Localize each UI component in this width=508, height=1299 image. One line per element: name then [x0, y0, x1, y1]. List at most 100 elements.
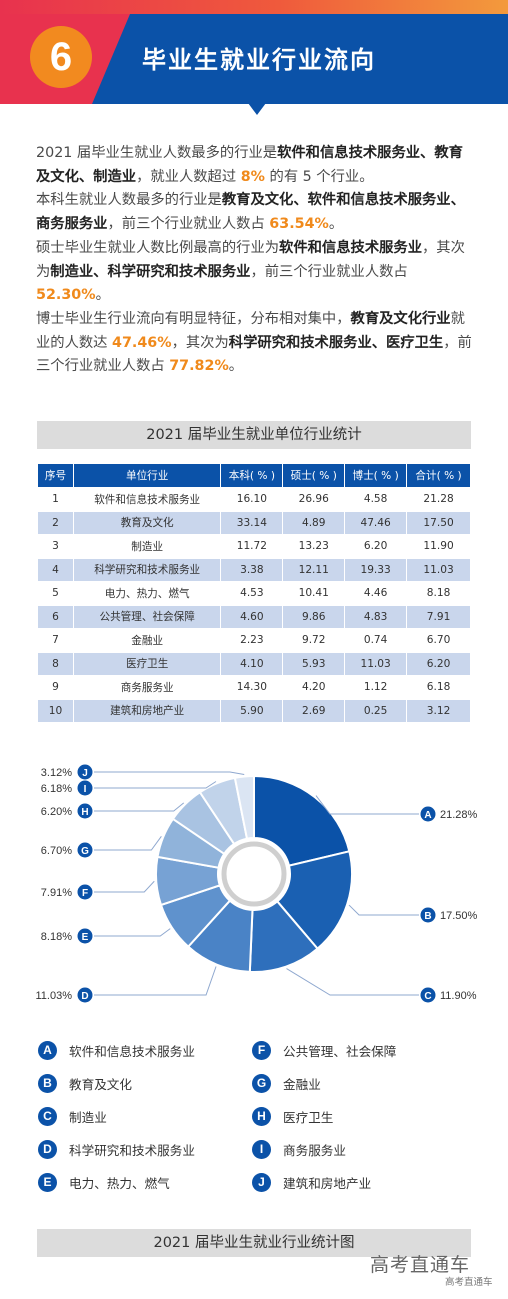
label-badge-d [77, 987, 93, 1003]
section-banner: 6 毕业生就业行业流向 [0, 0, 508, 104]
row-doctor: 0.74 [344, 628, 408, 653]
row-master: 10.41 [282, 581, 346, 606]
row-doctor: 4.83 [344, 604, 408, 629]
row-master: 26.96 [282, 487, 346, 512]
legend-item-c: C 制造业 [38, 1106, 107, 1126]
row-bachelor: 5.90 [220, 698, 284, 723]
legend-item-d: D 科学研究和技术服务业 [38, 1139, 195, 1159]
row-master: 4.20 [282, 675, 346, 700]
legend-item-e: E 电力、热力、燃气 [38, 1172, 170, 1192]
leader-line-b [348, 904, 419, 916]
legend-item-a: A 软件和信息技术服务业 [38, 1040, 195, 1060]
legend-label: 科学研究和技术服务业 [69, 1142, 195, 1158]
row-master: 12.11 [282, 557, 346, 582]
col-header-doctor: 博士( % ) [344, 463, 408, 488]
label-badge-j [77, 764, 93, 780]
row-index: 2 [37, 510, 74, 535]
slice-value-label-f: 7.91% [41, 887, 72, 899]
label-badge-c [420, 987, 436, 1003]
legend-badge: D [38, 1139, 57, 1159]
slice-value-label-d: 11.03% [36, 990, 73, 1002]
legend-badge: A [38, 1040, 57, 1060]
row-bachelor: 4.10 [220, 651, 284, 676]
slice-value-label-j: 3.12% [41, 767, 72, 779]
legend-item-j: J 建筑和房地产业 [252, 1172, 371, 1192]
label-badge-f [77, 884, 93, 900]
row-industry: 制造业 [72, 534, 222, 559]
pie-slice-b [275, 850, 353, 951]
row-master: 4.89 [282, 510, 346, 535]
legend-label: 教育及文化 [69, 1076, 132, 1092]
col-header-bachelor: 本科( % ) [220, 463, 284, 488]
legend-item-i: I 商务服务业 [252, 1139, 346, 1159]
label-badge-g [77, 842, 93, 858]
row-industry: 软件和信息技术服务业 [72, 487, 222, 512]
row-bachelor: 4.60 [220, 604, 284, 629]
slice-value-label-h: 6.20% [41, 806, 72, 818]
legend-label: 软件和信息技术服务业 [69, 1043, 195, 1059]
legend-badge: C [38, 1106, 57, 1126]
col-header-master: 硕士( % ) [282, 463, 346, 488]
row-master: 2.69 [282, 698, 346, 723]
chart-caption: 2021 届毕业生就业行业统计图 [37, 1229, 471, 1257]
table-row: 1 软件和信息技术服务业 16.10 26.96 4.58 21.28 [37, 487, 471, 512]
row-bachelor: 14.30 [220, 675, 284, 700]
row-industry: 科学研究和技术服务业 [72, 557, 222, 582]
legend-label: 医疗卫生 [283, 1109, 334, 1125]
row-total: 6.18 [406, 675, 471, 700]
table-header-row: 序号 单位行业 本科( % ) 硕士( % ) 博士( % ) 合计( % ) [37, 463, 471, 488]
label-badge-b [420, 907, 436, 923]
row-master: 5.93 [282, 651, 346, 676]
intro-paragraph-3: 硕士毕业生就业人数比例最高的行业为软件和信息技术服务业，其次为制造业、科学研究和… [36, 239, 465, 304]
table-title: 2021 届毕业生就业单位行业统计 [37, 421, 471, 449]
label-badge-letter-g: G [81, 846, 89, 857]
row-total: 8.18 [406, 581, 471, 606]
legend-label: 公共管理、社会保障 [283, 1043, 397, 1059]
leader-line-f [94, 880, 155, 893]
row-bachelor: 16.10 [220, 487, 284, 512]
col-header-index: 序号 [37, 463, 74, 488]
col-header-total: 合计( % ) [406, 463, 471, 488]
row-total: 6.20 [406, 651, 471, 676]
legend-label: 制造业 [69, 1109, 107, 1125]
row-industry: 教育及文化 [72, 510, 222, 535]
legend-badge: H [252, 1106, 271, 1126]
row-total: 17.50 [406, 510, 471, 535]
slice-value-label-i: 6.18% [41, 783, 72, 795]
row-doctor: 6.20 [344, 534, 408, 559]
row-industry: 电力、热力、燃气 [72, 581, 222, 606]
row-index: 8 [37, 651, 74, 676]
industry-stats-table: 序号 单位行业 本科( % ) 硕士( % ) 博士( % ) 合计( % ) … [37, 463, 471, 723]
banner-notch [248, 103, 266, 115]
row-doctor: 4.46 [344, 581, 408, 606]
slice-value-label-e: 8.18% [41, 931, 72, 943]
table-row: 3 制造业 11.72 13.23 6.20 11.90 [37, 534, 471, 559]
row-bachelor: 33.14 [220, 510, 284, 535]
label-badge-a [420, 806, 436, 822]
intro-paragraph-1: 2021 届毕业生就业人数最多的行业是软件和信息技术服务业、教育及文化、制造业，… [36, 145, 463, 185]
row-index: 6 [37, 604, 74, 629]
row-bachelor: 11.72 [220, 534, 284, 559]
intro-paragraph-2: 本科生就业人数最多的行业是教育及文化、软件和信息技术服务业、商务服务业，前三个行… [36, 192, 465, 233]
label-badge-letter-f: F [82, 888, 88, 899]
slice-value-label-b: 17.50% [440, 910, 478, 922]
legend-label: 建筑和房地产业 [283, 1175, 372, 1191]
row-total: 3.12 [406, 698, 471, 723]
legend-item-h: H 医疗卫生 [252, 1106, 333, 1126]
legend-badge: G [252, 1073, 271, 1093]
slice-value-label-a: 21.28% [440, 809, 478, 821]
row-industry: 商务服务业 [72, 675, 222, 700]
watermark-main: 高考直通车 [370, 1254, 471, 1276]
leader-line-d [94, 966, 217, 996]
row-doctor: 4.58 [344, 487, 408, 512]
row-master: 9.86 [282, 604, 346, 629]
row-master: 9.72 [282, 628, 346, 653]
intro-text: 2021 届毕业生就业人数最多的行业是软件和信息技术服务业、教育及文化、制造业，… [36, 142, 476, 379]
table-row: 9 商务服务业 14.30 4.20 1.12 6.18 [37, 675, 471, 700]
label-badge-letter-a: A [424, 810, 431, 821]
legend-item-f: F 公共管理、社会保障 [252, 1040, 396, 1060]
leader-line-i [94, 781, 217, 789]
label-badge-i [77, 780, 93, 796]
legend-label: 电力、热力、燃气 [69, 1175, 170, 1191]
slice-value-label-g: 6.70% [41, 845, 72, 857]
